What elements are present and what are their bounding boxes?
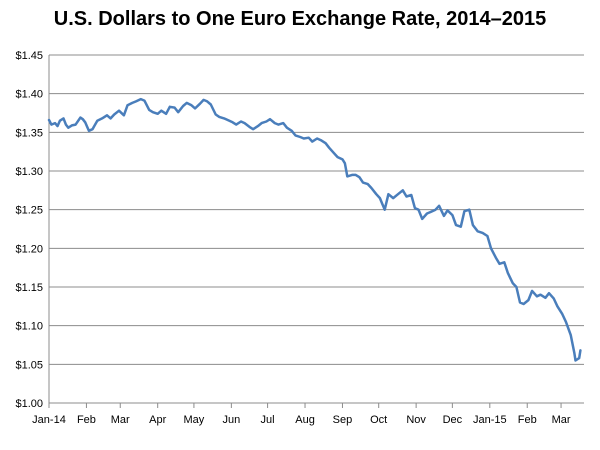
x-tick-label: Jan-15 [473, 414, 507, 426]
y-axis-tick-labels: $1.00 $1.05 $1.10 $1.15 $1.20 $1.25 $1.30 $1.35… [15, 50, 43, 410]
x-tick-label: Aug [295, 414, 315, 426]
x-tick-label: Mar [552, 414, 571, 426]
x-tick-label: Oct [370, 414, 387, 426]
y-tick-label: $1.10 [15, 321, 43, 333]
y-tick-label: $1.05 [15, 359, 43, 371]
x-tick-label: Apr [149, 414, 166, 426]
x-tick-label: Jul [261, 414, 275, 426]
series-line-usd-per-euro [47, 97, 582, 362]
x-tick-label: Jan-14 [32, 414, 66, 426]
x-axis-tick-labels: Jan-14 Feb Mar Apr May Jun Jul Aug Sep Oct Nov Dec J… [32, 414, 571, 426]
x-tick-label: May [184, 414, 205, 426]
gridlines [49, 54, 584, 365]
x-tick-label: Dec [443, 414, 463, 426]
y-tick-label: $1.00 [15, 398, 43, 410]
x-tick-label: Nov [406, 414, 426, 426]
y-tick-label: $1.20 [15, 243, 43, 255]
y-tick-label: $1.45 [15, 50, 43, 62]
x-tick-label: Mar [111, 414, 130, 426]
y-tick-label: $1.30 [15, 166, 43, 178]
y-tick-label: $1.40 [15, 89, 43, 101]
series-layer [47, 97, 582, 362]
axes [48, 55, 584, 408]
x-tick-label: Sep [333, 414, 353, 426]
x-tick-label: Feb [77, 414, 96, 426]
chart-title: U.S. Dollars to One Euro Exchange Rate, … [53, 8, 547, 30]
x-tick-label: Jun [222, 414, 240, 426]
x-tick-label: Feb [518, 414, 537, 426]
y-tick-label: $1.35 [15, 127, 43, 139]
y-tick-label: $1.15 [15, 282, 43, 294]
y-tick-label: $1.25 [15, 205, 43, 217]
